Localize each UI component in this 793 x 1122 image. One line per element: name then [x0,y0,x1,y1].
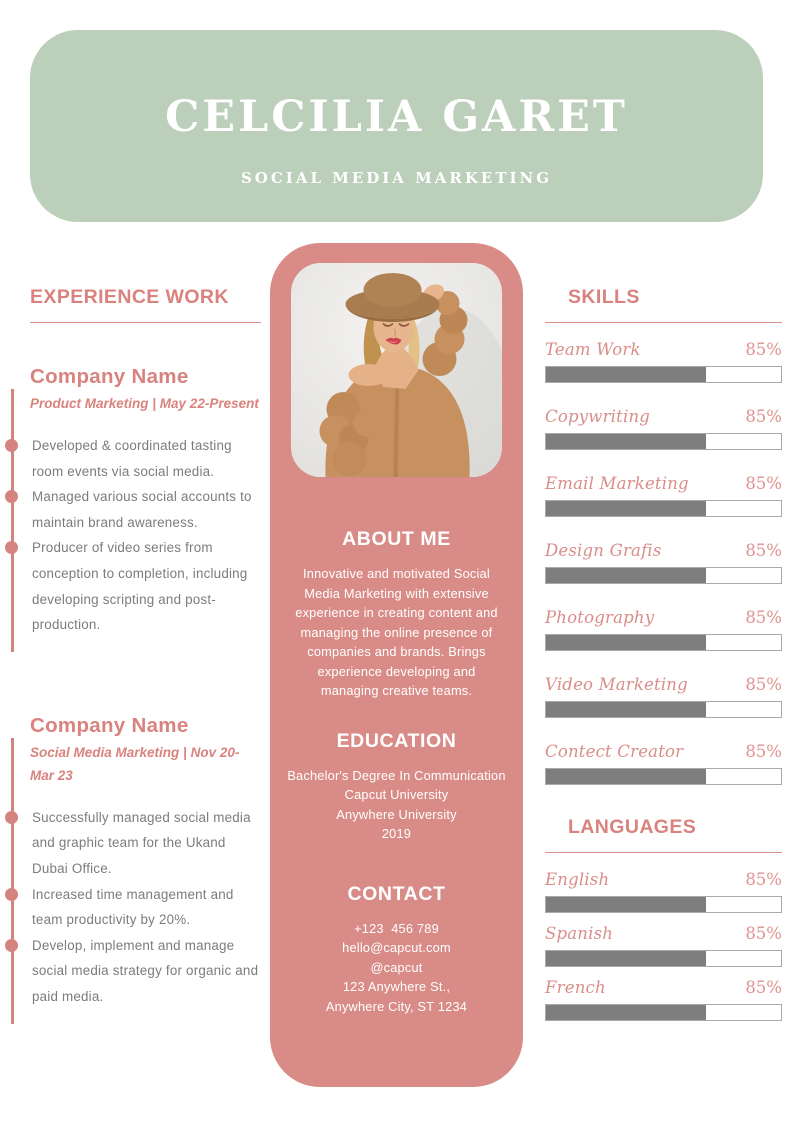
skill-item: Contect Creator 85% [545,742,782,785]
job-meta: Product Marketing | May 22-Present [30,396,259,411]
job-bullet: Producer of video series from conception… [5,535,261,637]
education-line: Bachelor's Degree In Communication [287,767,506,783]
company-name: Company Name [30,365,189,388]
skill-progress-fill [546,635,706,650]
job-bullet: Develop, implement and manage social med… [5,933,261,1010]
skill-item: Email Marketing 85% [545,474,782,517]
skill-label: Team Work [545,340,641,359]
skill-label: Copywriting [545,407,651,426]
skill-progress-bar [545,567,782,584]
language-progress-fill [546,897,706,912]
skill-label: Video Marketing [545,675,688,694]
woman-portrait-illustration [291,263,502,477]
education-details: Bachelor's Degree In Communication Capcu… [270,766,523,844]
profile-card: ABOUT ME Innovative and motivated Social… [270,243,523,1087]
skill-progress-fill [546,367,706,382]
experience-divider [30,322,261,323]
language-label: English [545,870,610,889]
skill-progress-bar [545,500,782,517]
contact-details: +123 456 789 hello@capcut.com @capcut 12… [270,919,523,1017]
skill-progress-bar [545,366,782,383]
skill-progress-bar [545,433,782,450]
contact-address-line: Anywhere City, ST 1234 [325,998,468,1014]
skill-progress-fill [546,568,706,583]
language-progress-bar [545,950,782,967]
skill-item: Design Grafis 85% [545,541,782,584]
language-percent: 85% [745,978,782,997]
profile-photo [291,263,502,477]
skill-progress-fill [546,501,706,516]
language-label: French [545,978,606,997]
education-line: Anywhere University [336,806,457,822]
skill-label: Design Grafis [545,541,662,560]
skill-label: Email Marketing [545,474,689,493]
language-percent: 85% [745,924,782,943]
language-percent: 85% [745,870,782,889]
language-progress-bar [545,1004,782,1021]
language-item: English 85% [545,870,782,913]
education-title: EDUCATION [336,729,457,752]
skills-list: Team Work 85% Copywriting 85% Email Mark… [545,340,782,785]
experience-title: EXPERIENCE WORK [30,286,229,308]
experience-section: EXPERIENCE WORK Company Name Product Mar… [5,286,261,1024]
job-bullet: Successfully managed social media and gr… [5,805,261,882]
skill-label: Contect Creator [545,742,684,761]
job-bullet: Increased time management and team produ… [5,882,261,933]
job-bullet: Managed various social accounts to maint… [5,484,261,535]
language-progress-fill [546,951,706,966]
skill-progress-bar [545,634,782,651]
contact-handle: @capcut [370,959,423,975]
header-banner: CELCILIA GARET SOCIAL MEDIA MARKETING [30,30,763,222]
education-line: 2019 [381,826,412,841]
contact-phone: +123 456 789 [354,920,439,936]
contact-title: CONTACT [347,882,446,905]
languages-divider [545,852,782,853]
skill-item: Photography 85% [545,608,782,651]
contact-email: hello@capcut.com [342,940,451,955]
skill-percent: 85% [745,675,782,694]
skill-item: Video Marketing 85% [545,675,782,718]
about-me-title: ABOUT ME [342,528,451,550]
skill-percent: 85% [745,742,782,761]
language-item: Spanish 85% [545,924,782,967]
skill-percent: 85% [745,407,782,426]
skill-percent: 85% [745,340,782,359]
language-progress-fill [546,1005,706,1020]
skill-percent: 85% [745,474,782,493]
skill-progress-fill [546,434,706,449]
skill-progress-fill [546,769,706,784]
job-bullet: Developed & coordinated tasting room eve… [5,433,261,484]
job-entry-1: Company Name Product Marketing | May 22-… [5,365,261,652]
skill-percent: 85% [745,608,782,627]
skill-item: Team Work 85% [545,340,782,383]
contact-address-line: 123 Anywhere St., [342,979,451,994]
job-entry-2: Company Name Social Media Marketing | No… [5,713,261,1024]
about-me-text: Innovative and motivated Social Media Ma… [295,566,498,698]
skill-progress-bar [545,701,782,718]
language-progress-bar [545,896,782,913]
skills-divider [545,322,782,323]
job-meta: Social Media Marketing | Nov 20-Mar 23 [30,744,240,783]
job-bullet-list: Developed & coordinated tasting room eve… [5,433,261,638]
skill-label: Photography [545,608,655,627]
skill-progress-fill [546,702,706,717]
job-bullet-list: Successfully managed social media and gr… [5,805,261,1010]
person-name: CELCILIA GARET [165,92,628,142]
company-name: Company Name [30,713,189,737]
skill-item: Copywriting 85% [545,407,782,450]
skills-section: SKILLS Team Work 85% Copywriting 85% Ema… [545,286,782,1032]
languages-title: LANGUAGES [568,816,697,838]
skill-progress-bar [545,768,782,785]
skill-percent: 85% [745,541,782,560]
skills-title: SKILLS [568,286,640,308]
language-item: French 85% [545,978,782,1021]
job-title-subtitle: SOCIAL MEDIA MARKETING [240,169,553,188]
languages-list: English 85% Spanish 85% French 85% [545,870,782,1021]
language-label: Spanish [545,924,614,943]
education-line: Capcut University [344,787,449,802]
